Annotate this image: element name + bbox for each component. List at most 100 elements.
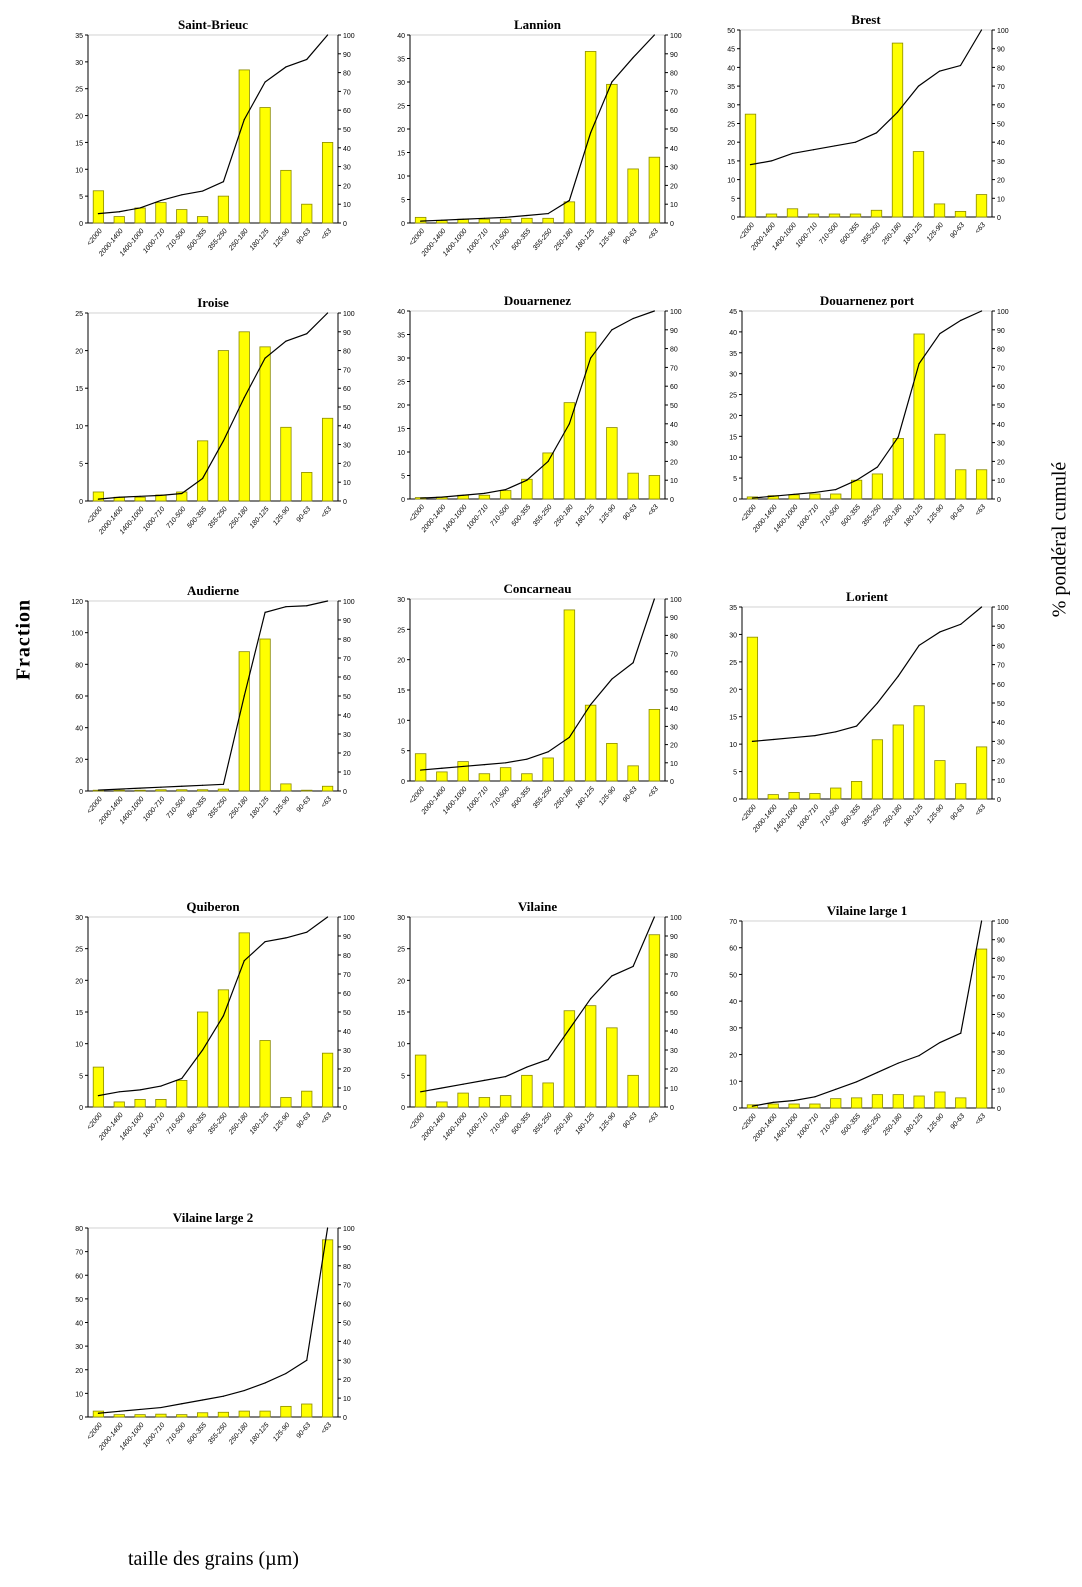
bar: [849, 213, 862, 218]
cumulative-point: [285, 606, 287, 608]
bar: [301, 1090, 313, 1108]
bar: [92, 190, 105, 224]
bar: [746, 636, 759, 800]
y-tick-label-right: 50: [997, 122, 1005, 129]
y-tick-label-left: 10: [75, 1042, 83, 1049]
y-tick-label-left: 35: [727, 84, 735, 91]
cumulative-line: [98, 34, 329, 215]
bar: [217, 989, 230, 1108]
cumulative-point: [97, 1095, 100, 1097]
bar: [788, 792, 800, 800]
x-tick-label: 125-90: [272, 1112, 291, 1133]
bar: [217, 350, 230, 502]
y-tick-label-right: 20: [997, 759, 1005, 766]
cumulative-point: [939, 332, 941, 335]
chart-8: Lorient 0 5 10 15 20 25 30 35 0 10 20 30 40 50 60 70 80 90…: [729, 589, 1009, 835]
x-tick-label: 250-180: [881, 222, 904, 247]
y-tick-label-right: 20: [343, 1377, 351, 1384]
chart-title: Lorient: [846, 589, 889, 604]
x-tick-label: 250-180: [227, 1422, 250, 1447]
chart-title: Audierne: [187, 583, 239, 598]
x-tick-label: <63: [647, 228, 660, 242]
y-tick-label-right: 80: [670, 347, 678, 354]
y-tick-label-left: 10: [729, 455, 737, 462]
x-tick-label: 500-355: [186, 506, 208, 530]
y-tick-label-right: 10: [670, 761, 678, 768]
cumulative-point: [181, 1077, 183, 1080]
bar: [321, 785, 334, 792]
x-tick-label: 710-500: [165, 228, 187, 252]
bar: [414, 216, 427, 224]
x-tick-label: 125-90: [272, 1422, 291, 1443]
bar: [113, 789, 125, 792]
cumulative-point: [611, 975, 613, 977]
x-tick-label: 1000-710: [466, 228, 490, 255]
bar: [155, 202, 167, 224]
y-tick-label-left: 40: [729, 999, 737, 1006]
bar: [809, 1103, 821, 1109]
bar: [457, 761, 469, 782]
y-tick-label-left: 80: [75, 662, 83, 669]
x-tick-label: <63: [320, 228, 333, 242]
cumulative-point: [632, 56, 634, 59]
bar: [913, 705, 925, 800]
cumulative-point: [812, 149, 815, 151]
x-tick-label: <63: [974, 504, 987, 518]
cumulative-point: [590, 132, 592, 134]
chart-title: Iroise: [197, 295, 229, 310]
bar: [499, 767, 512, 782]
y-tick-label-left: 60: [75, 694, 83, 701]
x-tick-label: 90-63: [949, 504, 966, 522]
bar: [521, 217, 533, 224]
y-tick-label-right: 90: [997, 624, 1005, 631]
y-tick-label-right: 90: [343, 52, 351, 59]
bar: [478, 494, 491, 500]
plot-frame: [87, 600, 339, 792]
y-tick-label-left: 10: [397, 1042, 405, 1049]
cumulative-point: [326, 1227, 329, 1229]
x-tick-label: 90-63: [295, 1422, 312, 1440]
y-tick-label-left: 35: [397, 57, 405, 64]
y-tick-label-right: 70: [343, 1283, 351, 1290]
cumulative-point: [483, 764, 485, 766]
y-tick-label-left: 60: [75, 1273, 83, 1280]
x-tick-label: 500-355: [840, 804, 862, 828]
cumulative-point: [462, 765, 464, 768]
y-tick-label-right: 30: [997, 1050, 1005, 1057]
y-tick-label-right: 10: [997, 1087, 1005, 1094]
y-tick-label-left: 15: [727, 159, 735, 166]
cumulative-point: [326, 34, 329, 36]
x-tick-label: <2000: [86, 228, 104, 248]
chart-title: Lannion: [514, 17, 562, 32]
x-tick-label: 250-180: [227, 506, 250, 531]
bar: [176, 209, 188, 224]
bar: [627, 765, 639, 782]
cumulative-point: [264, 611, 266, 614]
bar: [850, 1097, 863, 1109]
bar: [830, 1098, 842, 1109]
cumulative-point: [97, 1412, 100, 1414]
x-tick-label: <2000: [740, 804, 758, 824]
y-tick-label-left: 35: [75, 33, 83, 40]
x-tick-label: 500-355: [840, 504, 862, 528]
bar: [975, 469, 988, 500]
x-tick-label: 250-180: [552, 504, 575, 529]
bar: [499, 490, 512, 500]
y-tick-label-left: 0: [401, 779, 405, 786]
x-tick-label: 90-63: [295, 506, 312, 524]
y-tick-label-left: 25: [729, 660, 737, 667]
y-tick-label-left: 35: [729, 605, 737, 612]
x-tick-label: 1000-710: [796, 804, 820, 831]
cumulative-point: [632, 662, 634, 664]
cumulative-point: [526, 1066, 528, 1068]
x-tick-label: <2000: [86, 796, 104, 816]
y-tick-label-right: 10: [343, 1086, 351, 1093]
y-tick-label-left: 5: [401, 198, 405, 205]
y-tick-label-left: 25: [729, 393, 737, 400]
cumulative-point: [420, 220, 422, 222]
y-tick-label-right: 40: [997, 140, 1005, 147]
bar: [563, 1010, 576, 1108]
y-tick-label-left: 45: [727, 47, 735, 54]
cumulative-point: [462, 1083, 464, 1085]
bar: [436, 220, 448, 224]
